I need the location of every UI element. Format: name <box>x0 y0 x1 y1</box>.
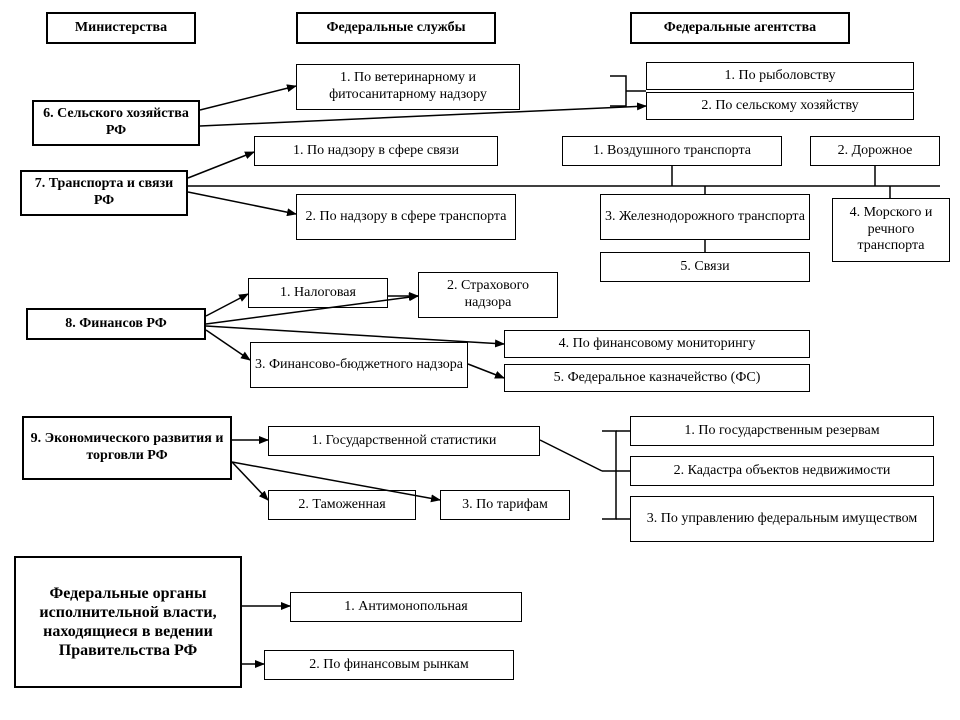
sec9-agency-2: 2. Кадастра объектов недвижимости <box>630 456 934 486</box>
gov-service-2: 2. По финансовым рынкам <box>264 650 514 680</box>
sec9-service-3: 3. По тарифам <box>440 490 570 520</box>
sec7-service-1: 1. По надзору в сфере связи <box>254 136 498 166</box>
sec7-agency-5: 5. Связи <box>600 252 810 282</box>
sec9-agency-1: 1. По государственным резервам <box>630 416 934 446</box>
sec7-agency-2: 2. Дорожное <box>810 136 940 166</box>
header-ministries: Министерства <box>46 12 196 44</box>
ministry-9: 9. Экономического развития и торговли РФ <box>22 416 232 480</box>
sec7-agency-4: 4. Морского и речного транспорта <box>832 198 950 262</box>
diagram-canvas: Министерства Федеральные службы Федераль… <box>0 0 960 720</box>
sec7-agency-3: 3. Железнодорожного транспорта <box>600 194 810 240</box>
sec8-service-5: 5. Федеральное казначейство (ФС) <box>504 364 810 392</box>
sec7-service-2: 2. По надзору в сфере транспорта <box>296 194 516 240</box>
sec6-agency-1: 1. По рыболовству <box>646 62 914 90</box>
sec6-agency-2: 2. По сельскому хозяйству <box>646 92 914 120</box>
sec8-service-3: 3. Финансово-бюджетного надзора <box>250 342 468 388</box>
sec8-service-4: 4. По финансовому мониторингу <box>504 330 810 358</box>
gov-bodies: Федеральные органы исполнительной власти… <box>14 556 242 688</box>
sec9-service-1: 1. Государственной статистики <box>268 426 540 456</box>
sec9-service-2: 2. Таможенная <box>268 490 416 520</box>
gov-service-1: 1. Антимонопольная <box>290 592 522 622</box>
sec6-service-1: 1. По ветеринарному и фитосанитарному на… <box>296 64 520 110</box>
ministry-8: 8. Финансов РФ <box>26 308 206 340</box>
sec8-service-2: 2. Страхового надзора <box>418 272 558 318</box>
sec9-agency-3: 3. По управлению федеральным имуществом <box>630 496 934 542</box>
sec7-agency-1: 1. Воздушного транспорта <box>562 136 782 166</box>
sec8-service-1: 1. Налоговая <box>248 278 388 308</box>
header-agencies: Федеральные агентства <box>630 12 850 44</box>
ministry-7: 7. Транспорта и связи РФ <box>20 170 188 216</box>
ministry-6: 6. Сельского хозяйства РФ <box>32 100 200 146</box>
header-services: Федеральные службы <box>296 12 496 44</box>
